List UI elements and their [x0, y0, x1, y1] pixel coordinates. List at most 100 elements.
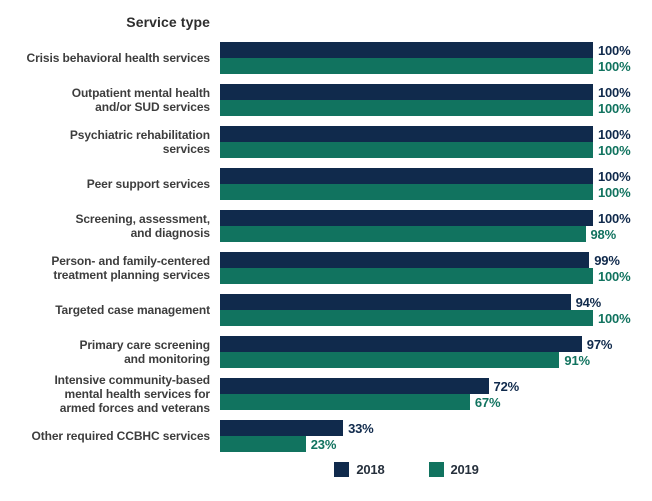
bar-line-2018: 94% [220, 294, 601, 310]
bar-2018 [220, 168, 593, 184]
bar-2019 [220, 436, 306, 452]
chart-row: Outpatient mental health and/or SUD servi… [8, 84, 652, 116]
chart-row: Targeted case management 94% 100% [8, 294, 652, 326]
value-label-2018: 100% [598, 210, 631, 226]
bar-line-2018: 100% [220, 168, 631, 184]
value-label-2019: 98% [590, 226, 617, 242]
chart-row: Primary care screening and monitoring 97% 9… [8, 336, 652, 368]
bar-line-2019: 91% [220, 352, 593, 368]
bar-2018 [220, 84, 593, 100]
value-label-2019: 100% [598, 58, 631, 74]
category-label: Peer support services [86, 177, 210, 191]
bar-group: 72% 67% [220, 378, 593, 410]
chart-row: Person- and family-centered treatment pla… [8, 252, 652, 284]
bar-group: 94% 100% [220, 294, 631, 326]
legend-item-2018: 2018 [334, 462, 385, 477]
bar-2019 [220, 58, 593, 74]
value-label-2019: 67% [474, 394, 501, 410]
category-label: Outpatient mental health and/or SUD servi… [71, 86, 210, 114]
bar-2019 [220, 100, 593, 116]
bar-group: 100% 100% [220, 42, 631, 74]
chart-row: Peer support services 100% 100% [8, 168, 652, 200]
value-label-2018: 94% [575, 294, 602, 310]
bar-line-2019: 100% [220, 184, 631, 200]
value-label-2018: 100% [598, 84, 631, 100]
legend-swatch-icon [334, 462, 350, 477]
bar-line-2018: 100% [220, 210, 631, 226]
bar-2019 [220, 394, 470, 410]
value-label-2019: 100% [598, 310, 631, 326]
bar-2018 [220, 126, 593, 142]
category-label: Targeted case management [55, 303, 210, 317]
bar-line-2018: 100% [220, 42, 631, 58]
chart-row: Intensive community-based mental health s… [8, 373, 652, 415]
legend: 2018 2019 [220, 462, 593, 477]
value-label-2018: 100% [598, 42, 631, 58]
chart-row: Screening, assessment, and diagnosis 100% 9… [8, 210, 652, 242]
value-label-2018: 72% [493, 378, 520, 394]
bar-group: 100% 98% [220, 210, 631, 242]
bar-2019 [220, 184, 593, 200]
legend-label: 2019 [450, 462, 479, 477]
category-label: Person- and family-centered treatment pla… [51, 254, 210, 282]
value-label-2018: 100% [598, 168, 631, 184]
bar-line-2018: 100% [220, 126, 631, 142]
bar-line-2018: 72% [220, 378, 593, 394]
bar-2018 [220, 42, 593, 58]
bar-group: 99% 100% [220, 252, 631, 284]
value-label-2018: 33% [348, 420, 374, 436]
chart-rows: Crisis behavioral health services 100% 100… [8, 42, 652, 452]
value-label-2019: 100% [598, 268, 631, 284]
bar-line-2019: 100% [220, 142, 631, 158]
chart-title: Service type [126, 14, 210, 30]
category-label: Screening, assessment, and diagnosis [75, 212, 210, 240]
category-label: Psychiatric rehabilitation services [69, 128, 210, 156]
value-label-2019: 100% [598, 184, 631, 200]
bar-2018 [220, 420, 344, 436]
bar-line-2019: 98% [220, 226, 616, 242]
category-label: Crisis behavioral health services [26, 51, 211, 65]
bar-2019 [220, 310, 593, 326]
value-label-2019: 23% [310, 436, 337, 452]
bar-2019 [220, 142, 593, 158]
bar-line-2018: 97% [220, 336, 612, 352]
legend-item-2019: 2019 [428, 462, 479, 477]
bar-group: 100% 100% [220, 84, 631, 116]
category-label: Primary care screening and monitoring [79, 338, 210, 366]
value-label-2019: 100% [598, 100, 631, 116]
bar-line-2019: 100% [220, 310, 631, 326]
bar-line-2019: 100% [220, 100, 631, 116]
bar-2018 [220, 294, 571, 310]
value-label-2019: 91% [564, 352, 590, 368]
chart-row: Psychiatric rehabilitation services 100% 10… [8, 126, 652, 158]
bar-line-2018: 33% [220, 420, 593, 436]
bar-2018 [220, 336, 582, 352]
bar-2018 [220, 210, 593, 226]
bar-group: 33% 23% [220, 420, 593, 452]
bar-line-2019: 23% [220, 436, 593, 452]
bar-2018 [220, 252, 590, 268]
bar-line-2019: 100% [220, 58, 631, 74]
category-label: Other required CCBHC services [31, 429, 211, 443]
value-label-2019: 100% [598, 142, 631, 158]
chart-row: Other required CCBHC services 33% 23% [8, 420, 652, 452]
value-label-2018: 97% [586, 336, 613, 352]
legend-label: 2018 [356, 462, 385, 477]
bar-2019 [220, 352, 560, 368]
bar-2019 [220, 226, 586, 242]
value-label-2018: 100% [598, 126, 631, 142]
bar-group: 100% 100% [220, 126, 631, 158]
chart-row: Crisis behavioral health services 100% 100… [8, 42, 652, 74]
bar-line-2019: 100% [220, 268, 631, 284]
bar-line-2019: 67% [220, 394, 593, 410]
value-label-2018: 99% [594, 252, 620, 268]
category-label: Intensive community-based mental health s… [54, 373, 210, 415]
bar-line-2018: 100% [220, 84, 631, 100]
bar-line-2018: 99% [220, 252, 620, 268]
bar-group: 100% 100% [220, 168, 631, 200]
legend-swatch-icon [428, 462, 444, 477]
bar-2019 [220, 268, 593, 284]
bar-2018 [220, 378, 489, 394]
bar-group: 97% 91% [220, 336, 612, 368]
